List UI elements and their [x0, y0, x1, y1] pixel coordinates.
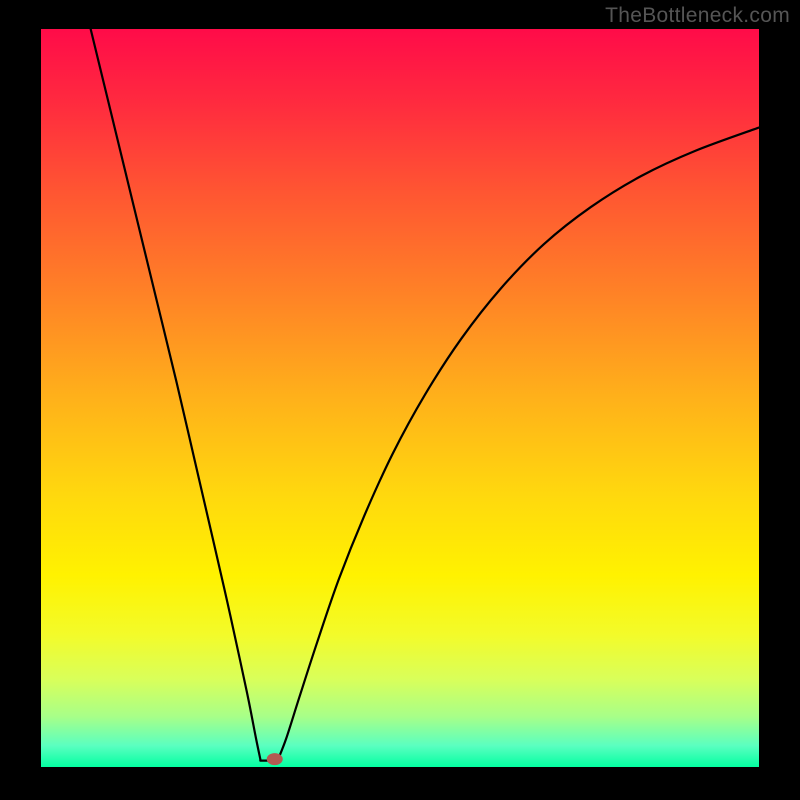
bottleneck-chart [0, 0, 800, 800]
plot-area-gradient [40, 28, 760, 768]
optimal-point-marker [267, 753, 283, 765]
watermark-text: TheBottleneck.com [605, 4, 790, 28]
chart-container: TheBottleneck.com [0, 0, 800, 800]
